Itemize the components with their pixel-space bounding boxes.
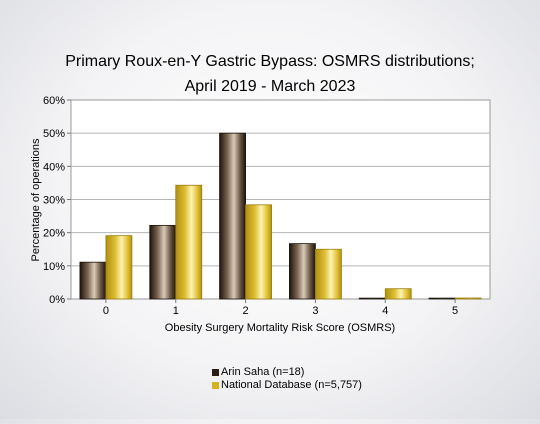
y-tick-label: 60%: [43, 95, 65, 107]
bar-arin-saha-2: [219, 132, 246, 300]
y-tick-label: 50%: [43, 128, 65, 140]
bar-national-database-5: [454, 297, 482, 300]
x-tick-label: 1: [173, 305, 179, 317]
y-tick-label: 40%: [43, 161, 65, 173]
x-tick-label: 0: [103, 305, 109, 317]
bar-arin-saha-3: [289, 243, 316, 300]
legend-label-series-1: Arin Saha (n=18): [221, 366, 304, 378]
chart-title-line-1: Primary Roux-en-Y Gastric Bypass: OSMRS …: [65, 53, 475, 70]
y-tick-label: 20%: [43, 228, 65, 240]
x-tick-label: 2: [243, 305, 249, 317]
legend-swatch-series-1: [212, 369, 219, 376]
legend: Arin Saha (n=18) National Database (n=5,…: [212, 366, 362, 391]
gridlines: [67, 99, 490, 300]
legend-label-series-2: National Database (n=5,757): [221, 379, 362, 391]
x-tick-labels: 0 1 2 3 4 5: [103, 299, 458, 317]
x-tick-label: 4: [382, 305, 388, 317]
y-tick-label: 30%: [43, 195, 65, 207]
x-tick-label: 5: [452, 305, 458, 317]
bar-national-database-0: [105, 235, 133, 300]
bar-national-database-1: [175, 184, 203, 300]
y-axis-label: Percentage of operations: [30, 138, 42, 261]
y-tick-label: 0%: [49, 294, 65, 306]
bar-arin-saha-4: [358, 297, 386, 300]
bar-arin-saha-0: [79, 261, 107, 300]
y-tick-labels: 0% 10% 20% 30% 40% 50% 60%: [43, 95, 65, 306]
x-axis-label: Obesity Surgery Mortality Risk Score (OS…: [165, 322, 395, 334]
bar-arin-saha-1: [149, 224, 177, 300]
bars: [79, 132, 482, 300]
legend-swatch-series-2: [212, 382, 219, 389]
bar-national-database-3: [315, 248, 342, 300]
x-tick-label: 3: [312, 305, 318, 317]
chart-title-line-2: April 2019 - March 2023: [185, 78, 356, 95]
bar-national-database-2: [245, 204, 272, 300]
bar-national-database-4: [384, 288, 412, 300]
y-tick-label: 10%: [43, 261, 65, 273]
bar-arin-saha-5: [428, 297, 456, 300]
